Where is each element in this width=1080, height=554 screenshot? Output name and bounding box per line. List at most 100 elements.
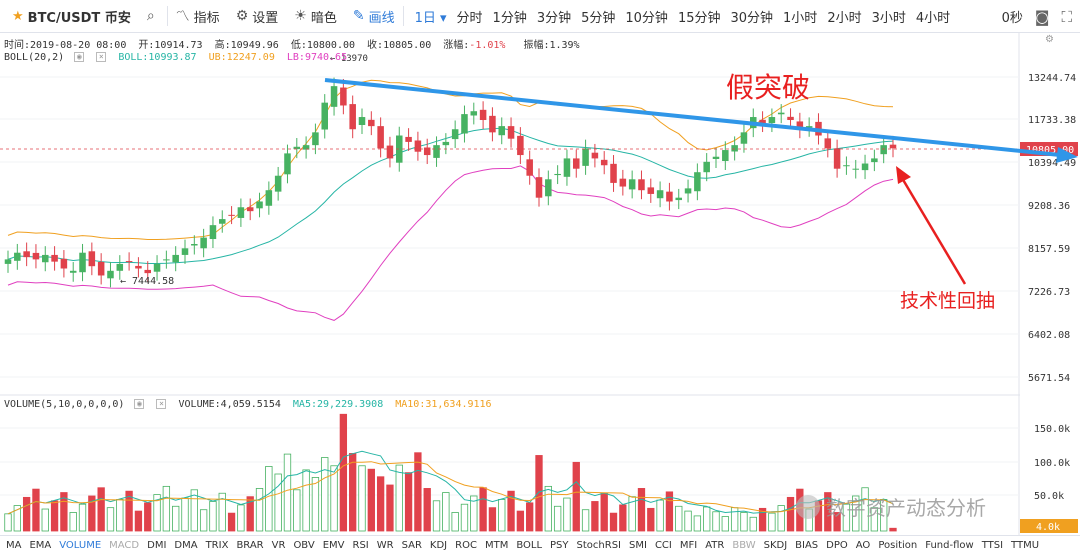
candle-body: [591, 152, 599, 159]
indicator-tab-emv[interactable]: EMV: [322, 539, 345, 551]
candle-body: [880, 145, 887, 155]
candle-body: [135, 265, 142, 269]
candle-body: [582, 148, 589, 166]
indicator-tab-ttsi[interactable]: TTSI: [981, 539, 1004, 551]
candle-body: [610, 163, 617, 183]
interval-5[interactable]: 10分钟: [625, 10, 668, 26]
trendline: [324, 78, 1061, 157]
volume-bar: [516, 510, 525, 532]
volume-ma10-line: [7, 461, 894, 515]
interval-8[interactable]: 1小时: [783, 10, 818, 26]
candle-body: [228, 214, 235, 216]
price-axis-label: 9208.36: [1028, 201, 1070, 212]
gear-icon: ⚙: [235, 8, 249, 24]
interval-6[interactable]: 15分钟: [677, 10, 721, 26]
interval-0[interactable]: 1日 ▾: [414, 10, 447, 26]
symbol-selector[interactable]: ★ BTC/USDT 币安: [0, 0, 139, 33]
indicator-tab-volume[interactable]: VOLUME: [59, 539, 102, 551]
volume-bar: [600, 492, 608, 532]
candle-body: [712, 156, 720, 159]
candle-body: [219, 219, 226, 224]
indicator-tab-smi[interactable]: SMI: [629, 539, 647, 551]
indicator-tab-bias[interactable]: BIAS: [795, 539, 819, 551]
indicator-button[interactable]: 〽 指标: [168, 0, 228, 33]
volume-info: VOLUME(5,10,0,0,0,0) ◉ × VOLUME:4,059.51…: [4, 399, 498, 410]
volume-bar: [395, 464, 403, 532]
price-axis-label: 8157.59: [1028, 244, 1070, 255]
indicator-tab-rsi[interactable]: RSI: [352, 539, 369, 551]
candle-body: [563, 158, 571, 177]
close-icon[interactable]: ×: [156, 399, 167, 409]
indicator-tab-sar[interactable]: SAR: [401, 539, 422, 551]
indicator-tab-dma[interactable]: DMA: [174, 539, 198, 551]
candle-body: [470, 111, 478, 116]
dark-mode-button[interactable]: ☀ 暗色: [286, 0, 345, 33]
candle-body: [302, 145, 310, 150]
indicator-tab-position[interactable]: Position: [878, 539, 918, 551]
indicator-tab-mfi[interactable]: MFI: [679, 539, 698, 551]
camera-icon[interactable]: ◙: [1034, 7, 1050, 26]
interval-10[interactable]: 3小时: [871, 10, 906, 26]
interval-9[interactable]: 2小时: [827, 10, 862, 26]
volume-bar: [22, 496, 31, 532]
candle-body: [312, 132, 319, 146]
volume-bar: [88, 495, 96, 532]
indicator-tab-macd[interactable]: MACD: [109, 539, 140, 551]
indicator-tab-kdj[interactable]: KDJ: [429, 539, 448, 551]
volume-bar: [675, 505, 683, 532]
eye-icon[interactable]: ◉: [74, 52, 85, 62]
candle-body: [88, 251, 96, 267]
candle-body: [479, 109, 487, 121]
volume-bar: [479, 487, 487, 532]
candle-body: [824, 138, 832, 149]
volume-bar: [339, 413, 348, 532]
volume-bar: [255, 488, 264, 532]
indicator-tab-vr[interactable]: VR: [271, 539, 286, 551]
indicator-tab-fund-flow[interactable]: Fund-flow: [925, 539, 974, 551]
close-icon[interactable]: ×: [96, 52, 107, 62]
interval-11[interactable]: 4小时: [915, 10, 951, 26]
volume-bar: [4, 513, 12, 532]
interval-7[interactable]: 30分钟: [730, 10, 774, 26]
indicator-tab-ttmu[interactable]: TTMU: [1011, 539, 1040, 551]
indicator-tab-roc[interactable]: ROC: [455, 539, 477, 551]
indicator-tab-wr[interactable]: WR: [376, 539, 394, 551]
candle-body: [787, 116, 794, 121]
watermark-text: 数字资产动态分析: [826, 496, 986, 520]
indicator-tab-ema[interactable]: EMA: [29, 539, 52, 551]
indicator-chart-icon: 〽: [175, 9, 190, 25]
settings-button[interactable]: ⚙ 设置: [228, 0, 287, 33]
interval-3[interactable]: 3分钟: [536, 10, 572, 26]
candle-body: [628, 179, 636, 190]
volume-name: VOLUME(5,10,0,0,0,0): [4, 399, 125, 410]
indicator-tab-brar[interactable]: BRAR: [236, 539, 264, 551]
volume-bar: [330, 465, 338, 532]
interval-4[interactable]: 5分钟: [581, 10, 616, 26]
star-icon[interactable]: ★: [12, 8, 24, 24]
indicator-tab-ma[interactable]: MA: [6, 539, 22, 551]
indicator-tab-obv[interactable]: OBV: [293, 539, 315, 551]
indicator-tab-dpo[interactable]: DPO: [826, 539, 848, 551]
indicator-tab-ao[interactable]: AO: [855, 539, 871, 551]
indicator-tab-bbw[interactable]: BBW: [732, 539, 756, 551]
search-button[interactable]: ⌕: [139, 0, 167, 33]
indicator-tab-boll[interactable]: BOLL: [516, 539, 543, 551]
draw-line-button[interactable]: ✎ 画线: [345, 0, 403, 33]
volume-bar: [460, 503, 469, 532]
fullscreen-icon[interactable]: ⛶: [1061, 7, 1072, 26]
interval-2[interactable]: 1分钟: [492, 10, 527, 26]
indicator-tab-psy[interactable]: PSY: [550, 539, 569, 551]
indicator-tab-atr[interactable]: ATR: [705, 539, 725, 551]
volume-ma5-line: [7, 450, 894, 515]
indicator-tab-mtm[interactable]: MTM: [484, 539, 509, 551]
interval-1[interactable]: 分时: [456, 10, 483, 26]
boll-upper-band: [7, 79, 894, 240]
indicator-tab-stochrsi[interactable]: StochRSI: [576, 539, 621, 551]
info-time: 时间:2019-08-20 08:00: [4, 40, 127, 51]
indicator-tab-skdj[interactable]: SKDJ: [763, 539, 788, 551]
indicator-tab-cci[interactable]: CCI: [654, 539, 672, 551]
eye-icon[interactable]: ◉: [134, 399, 145, 409]
indicator-tab-dmi[interactable]: DMI: [147, 539, 167, 551]
indicator-tab-trix[interactable]: TRIX: [205, 539, 229, 551]
